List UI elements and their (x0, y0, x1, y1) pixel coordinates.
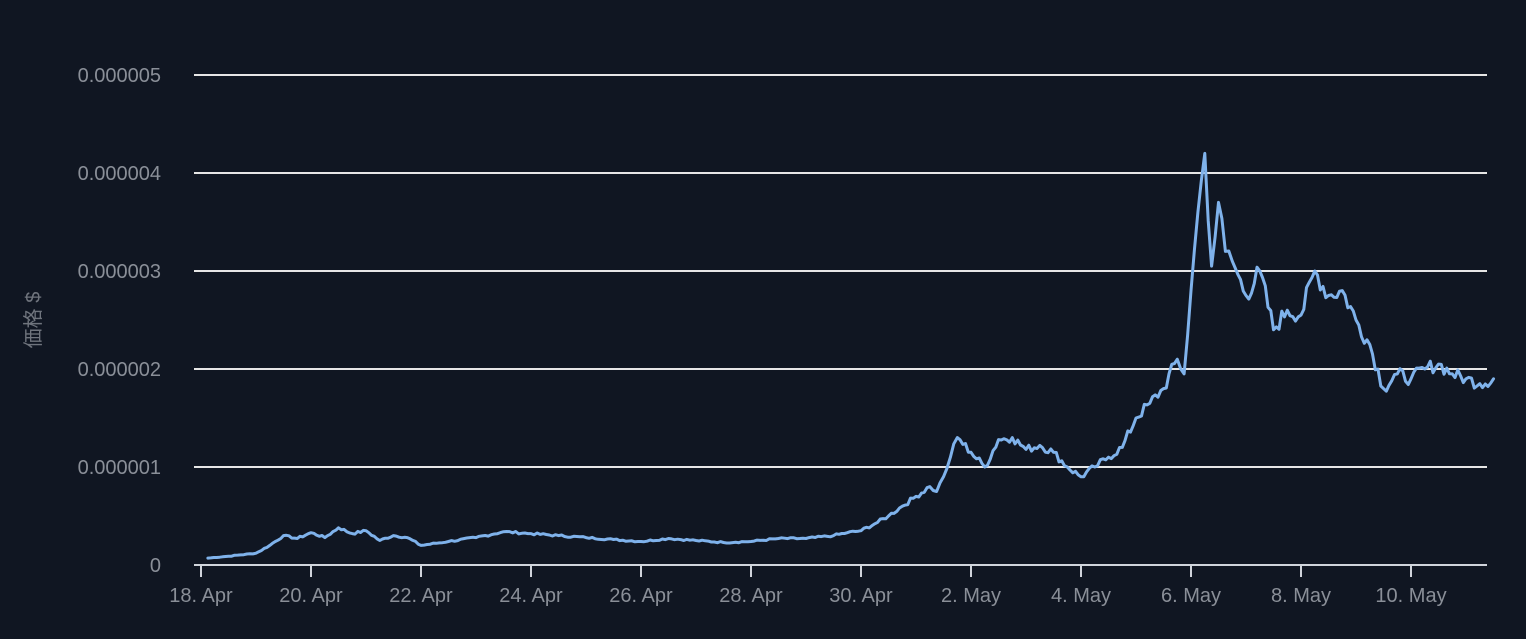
x-tick-label: 10. May (1375, 585, 1446, 607)
x-tick-label: 26. Apr (609, 585, 673, 607)
x-tick-label: 6. May (1161, 585, 1221, 607)
x-axis: 18. Apr 20. Apr 22. Apr 24. Apr 26. Apr 28. A… (169, 564, 1487, 607)
x-tick-label: 20. Apr (279, 585, 343, 607)
y-axis-ticks: 0 0.000001 0.000002 0.000003 0.000004 0.00000… (78, 65, 161, 577)
series-layer (206, 151, 1495, 560)
x-tick-label: 18. Apr (169, 585, 233, 607)
x-tick-label: 22. Apr (389, 585, 453, 607)
x-tick-label: 4. May (1051, 585, 1111, 607)
price-series-line (206, 151, 1495, 560)
y-tick-label: 0 (150, 555, 161, 577)
y-tick-label: 0.000005 (78, 65, 161, 87)
y-tick-label: 0.000002 (78, 359, 161, 381)
x-tick-label: 8. May (1271, 585, 1331, 607)
y-tick-label: 0.000003 (78, 261, 161, 283)
y-tick-label: 0.000004 (78, 163, 161, 185)
x-tick-label: 2. May (941, 585, 1001, 607)
x-tick-label: 24. Apr (499, 585, 563, 607)
x-tick-label: 30. Apr (829, 585, 893, 607)
grid-layer (194, 74, 1487, 468)
y-tick-label: 0.000001 (78, 457, 161, 479)
y-axis-title: 価格 $ (22, 292, 45, 349)
x-tick-label: 28. Apr (719, 585, 783, 607)
